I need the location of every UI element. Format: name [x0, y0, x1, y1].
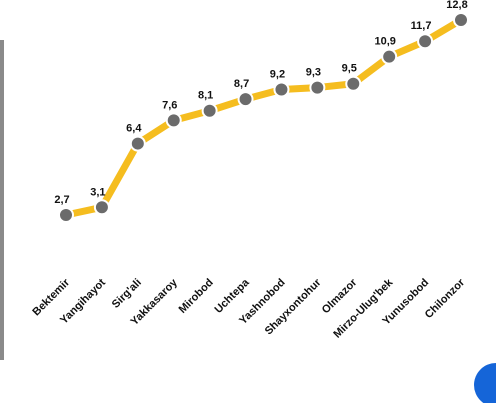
marker	[237, 91, 254, 108]
value-label: 8,7	[234, 78, 249, 90]
line	[65, 16, 463, 219]
marker	[273, 81, 290, 98]
value-label: 9,2	[270, 69, 285, 81]
side-bar	[0, 40, 4, 360]
marker	[165, 112, 182, 129]
marker	[309, 79, 326, 96]
value-label: 8,1	[198, 90, 213, 102]
corner-button[interactable]	[474, 363, 496, 407]
x-tick-label: Mirobod	[177, 277, 216, 316]
marker	[381, 48, 398, 65]
value-label: 3,1	[90, 186, 105, 198]
marker	[201, 102, 218, 119]
value-label: 11,7	[411, 20, 432, 32]
marker	[345, 75, 362, 92]
marker	[93, 199, 110, 216]
value-label: 12,8	[446, 0, 467, 11]
marker	[453, 12, 469, 28]
value-label: 6,4	[126, 123, 142, 135]
marker	[58, 207, 74, 223]
marker	[417, 33, 434, 50]
value-label: 7,6	[162, 99, 177, 111]
value-label: 2,7	[54, 194, 69, 206]
x-tick-label: Chilonzor	[423, 276, 468, 321]
value-label: 10,9	[374, 36, 395, 48]
value-label: 9,5	[342, 63, 357, 75]
value-label: 9,3	[306, 67, 321, 79]
marker	[129, 135, 146, 152]
x-tick-label: Sirg'ali	[110, 277, 144, 311]
